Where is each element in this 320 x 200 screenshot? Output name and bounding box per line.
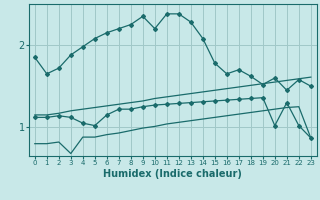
X-axis label: Humidex (Indice chaleur): Humidex (Indice chaleur) [103, 169, 242, 179]
